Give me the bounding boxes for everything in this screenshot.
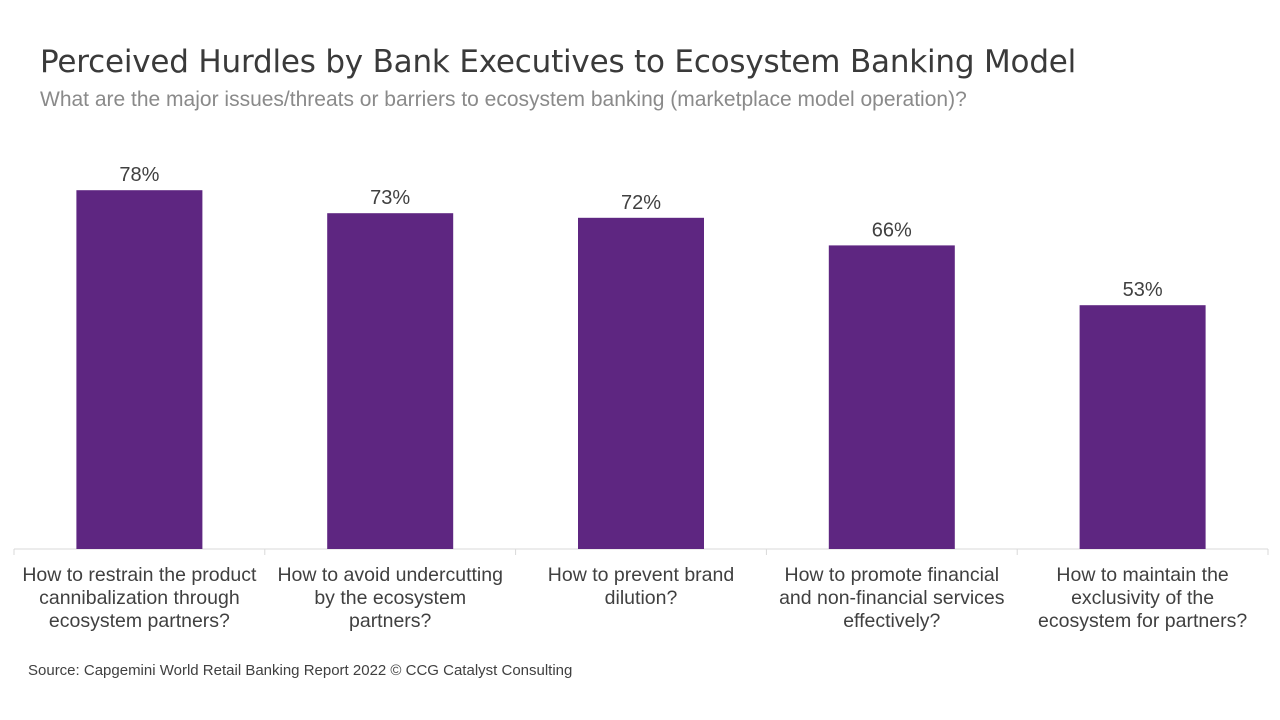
category-label: How to maintain the: [1056, 564, 1228, 586]
data-label: 73%: [370, 187, 410, 209]
category-label: ecosystem partners?: [49, 610, 230, 632]
bar-chart: 78% How to restrain the productcannibaliz…: [13, 164, 1269, 632]
category-label: exclusivity of the: [1071, 587, 1214, 609]
category-label: How to promote financial: [784, 564, 999, 586]
data-label: 53%: [1123, 279, 1163, 301]
category-label: How to restrain the product: [22, 564, 257, 586]
category-label: by the ecosystem: [314, 587, 466, 609]
bar: [1079, 305, 1206, 549]
bar: [327, 213, 454, 549]
category-label: How to prevent brand: [548, 564, 734, 586]
category-label: cannibalization through: [39, 587, 240, 609]
category-label: How to avoid undercutting: [277, 564, 502, 586]
category-label: dilution?: [605, 587, 678, 609]
category-label: partners?: [349, 610, 432, 632]
bar: [578, 217, 704, 550]
category-label: ecosystem for partners?: [1038, 610, 1247, 632]
bar: [828, 245, 955, 549]
data-label: 66%: [872, 219, 912, 241]
category-label: and non-financial services: [779, 587, 1005, 609]
bar: [76, 190, 203, 549]
chart-subtitle: What are the major issues/threats or bar…: [40, 88, 967, 111]
category-label: effectively?: [843, 610, 940, 632]
data-label: 72%: [621, 192, 661, 214]
data-label: 78%: [119, 164, 159, 186]
source-note: Source: Capgemini World Retail Banking R…: [28, 662, 573, 679]
chart-title: Perceived Hurdles by Bank Executives to …: [40, 44, 1077, 80]
